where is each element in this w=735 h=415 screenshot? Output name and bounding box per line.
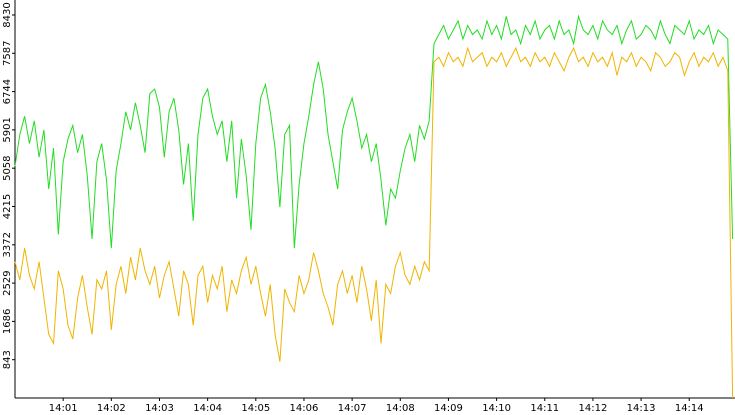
y-tick-label: 8430 (2, 2, 13, 27)
series-line (14, 14, 734, 249)
x-tick-label: 14:13 (627, 403, 656, 414)
y-tick-label: 5901 (2, 117, 13, 142)
x-tick-label: 14:06 (290, 403, 319, 414)
x-tick-label: 14:11 (530, 403, 559, 414)
y-tick-label: 1686 (2, 309, 13, 334)
x-tick-label: 14:07 (338, 403, 367, 414)
x-tick-label: 14:08 (386, 403, 415, 414)
y-tick-label: 843 (2, 350, 13, 369)
y-tick-label: 6744 (2, 79, 13, 104)
y-tick-label: 2529 (2, 270, 13, 295)
y-tick-label: 5058 (2, 155, 13, 180)
series-line (14, 46, 734, 399)
x-tick-label: 14:03 (145, 403, 174, 414)
x-tick-label: 14:02 (97, 403, 126, 414)
y-tick-label: 7587 (2, 41, 13, 66)
x-tick-label: 14:01 (49, 403, 78, 414)
x-tick-label: 14:14 (675, 403, 704, 414)
y-tick-label: 3372 (2, 232, 13, 257)
x-tick-label: 14:10 (482, 403, 511, 414)
y-tick-label: 4215 (2, 194, 13, 219)
x-tick-label: 14:09 (434, 403, 463, 414)
x-tick-label: 14:12 (579, 403, 608, 414)
x-tick-label: 14:05 (241, 403, 270, 414)
x-tick-label: 14:04 (193, 403, 222, 414)
